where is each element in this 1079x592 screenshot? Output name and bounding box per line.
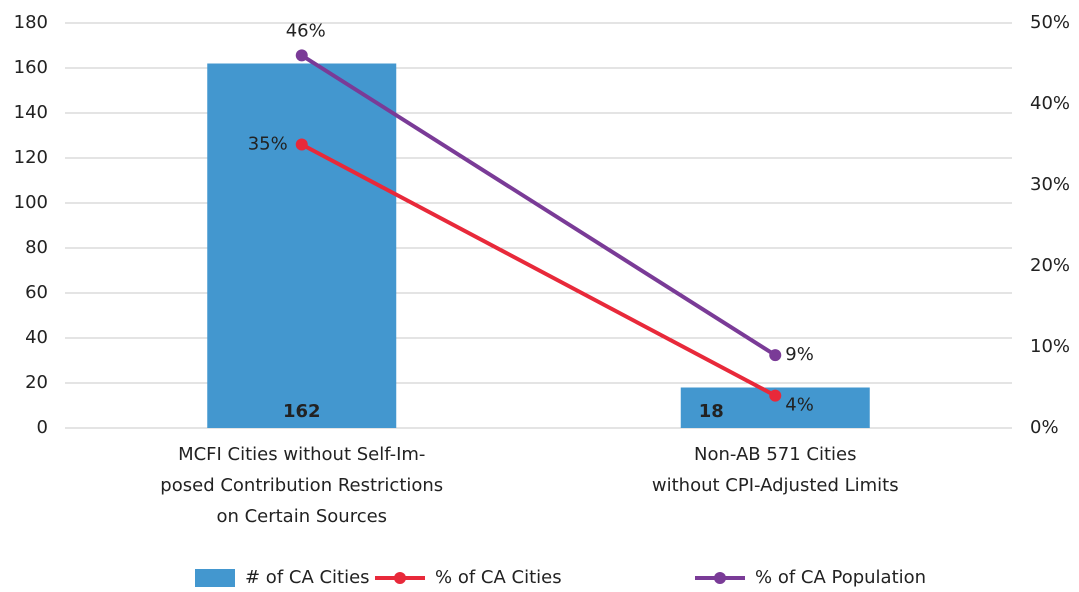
y-tick-label: 0 bbox=[37, 417, 48, 438]
y2-tick-label: 50% bbox=[1030, 12, 1070, 33]
value-label: 162 bbox=[283, 401, 321, 422]
y-tick-label: 20 bbox=[25, 372, 48, 393]
y-tick-label: 160 bbox=[14, 57, 48, 78]
legend-dot bbox=[714, 572, 726, 584]
y2-tick-label: 30% bbox=[1030, 174, 1070, 195]
line bbox=[300, 142, 777, 398]
x-tick-line: MCFI Cities without Self-Im- bbox=[178, 444, 425, 465]
y-tick-label: 80 bbox=[25, 237, 48, 258]
value-label: 9% bbox=[785, 344, 814, 365]
y-tick-label: 40 bbox=[25, 327, 48, 348]
bar bbox=[207, 63, 397, 428]
x-tick-label: MCFI Cities without Self-Im-posed Contri… bbox=[160, 444, 443, 527]
legend-dot bbox=[394, 572, 406, 584]
y2-tick-label: 20% bbox=[1030, 255, 1070, 276]
value-label: 4% bbox=[785, 395, 814, 416]
point bbox=[769, 389, 782, 402]
line bbox=[300, 53, 777, 357]
y-tick-label: 180 bbox=[14, 12, 48, 33]
x-tick-line: Non-AB 571 Cities bbox=[694, 444, 857, 465]
value-label: 35% bbox=[248, 134, 288, 155]
point bbox=[769, 349, 782, 362]
y-tick-label: 120 bbox=[14, 147, 48, 168]
y2-tick-label: 40% bbox=[1030, 93, 1070, 114]
legend-label: # of CA Cities bbox=[245, 567, 370, 588]
legend-swatch bbox=[195, 569, 235, 587]
point bbox=[295, 138, 308, 151]
x-tick-label: Non-AB 571 Cities without CPI-Adjusted Li… bbox=[652, 444, 899, 496]
y2-tick-label: 0% bbox=[1030, 417, 1059, 438]
legend-label: % of CA Cities bbox=[435, 567, 562, 588]
y-tick-label: 100 bbox=[14, 192, 48, 213]
y-tick-label: 140 bbox=[14, 102, 48, 123]
x-tick-line: on Certain Sources bbox=[216, 506, 387, 527]
value-label: 18 bbox=[699, 401, 724, 422]
y-tick-label: 60 bbox=[25, 282, 48, 303]
x-tick-line: posed Contribution Restrictions bbox=[160, 475, 443, 496]
y2-tick-label: 10% bbox=[1030, 336, 1070, 357]
point bbox=[295, 49, 308, 62]
value-label: 46% bbox=[286, 20, 326, 41]
legend-label: % of CA Population bbox=[755, 567, 926, 588]
x-tick-line: without CPI-Adjusted Limits bbox=[652, 475, 899, 496]
